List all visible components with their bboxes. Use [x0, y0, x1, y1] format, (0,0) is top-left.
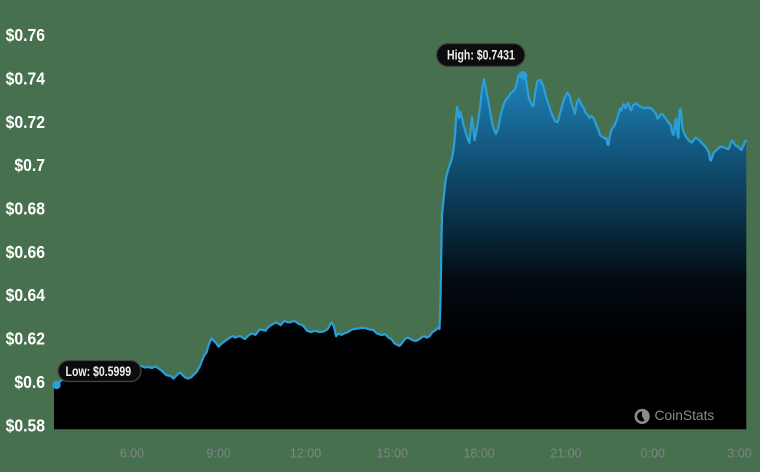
svg-text:$0.74: $0.74 [6, 69, 46, 89]
svg-text:$0.7: $0.7 [14, 155, 45, 175]
svg-text:12:00: 12:00 [290, 446, 321, 460]
svg-text:6:00: 6:00 [120, 446, 144, 460]
svg-text:9:00: 9:00 [207, 446, 231, 460]
svg-text:$0.72: $0.72 [6, 112, 45, 132]
svg-text:15:00: 15:00 [377, 446, 408, 460]
svg-text:$0.64: $0.64 [6, 285, 46, 305]
svg-text:$0.76: $0.76 [6, 25, 45, 45]
svg-text:3:00: 3:00 [727, 446, 751, 460]
svg-text:High: $0.7431: High: $0.7431 [447, 47, 515, 63]
svg-text:$0.58: $0.58 [6, 416, 45, 436]
svg-text:CoinStats: CoinStats [655, 408, 715, 423]
svg-text:$0.66: $0.66 [6, 242, 45, 262]
svg-text:$0.62: $0.62 [6, 329, 45, 349]
svg-text:$0.6: $0.6 [14, 372, 45, 392]
svg-text:18:00: 18:00 [463, 446, 494, 460]
svg-text:0:00: 0:00 [641, 446, 665, 460]
svg-text:Low: $0.5999: Low: $0.5999 [66, 363, 132, 379]
svg-text:21:00: 21:00 [550, 446, 581, 460]
svg-text:$0.68: $0.68 [6, 199, 45, 219]
